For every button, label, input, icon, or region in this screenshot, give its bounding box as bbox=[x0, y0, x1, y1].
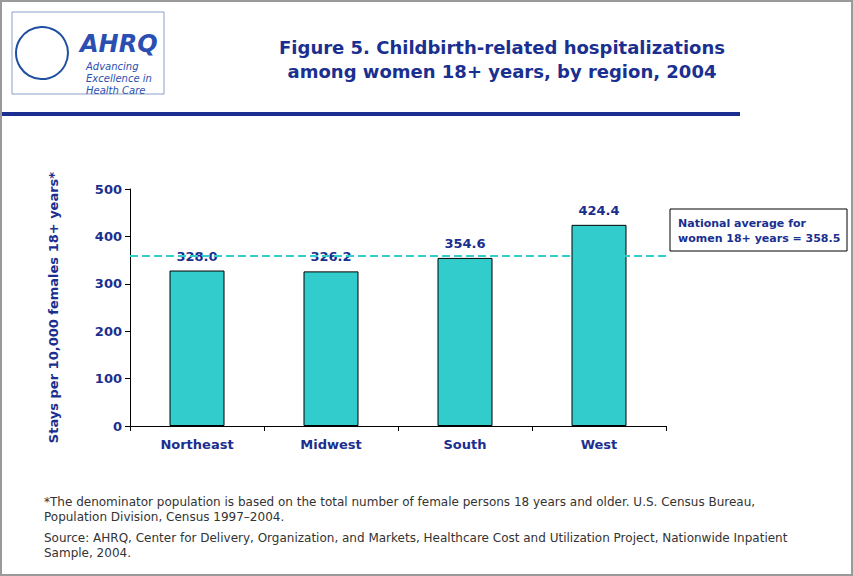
svg-text:West: West bbox=[581, 437, 618, 452]
svg-text:0: 0 bbox=[113, 419, 122, 434]
svg-text:women 18+ years = 358.5: women 18+ years = 358.5 bbox=[678, 232, 840, 245]
svg-text:Figure 5. Childbirth-related h: Figure 5. Childbirth-related hospitaliza… bbox=[279, 37, 725, 58]
svg-text:Northeast: Northeast bbox=[160, 437, 233, 452]
svg-text:354.6: 354.6 bbox=[444, 236, 485, 251]
svg-text:Source: AHRQ, Center for Deliv: Source: AHRQ, Center for Delivery, Organ… bbox=[44, 531, 791, 545]
svg-text:AHRQ: AHRQ bbox=[78, 30, 158, 58]
svg-text:Excellence in: Excellence in bbox=[86, 73, 152, 84]
svg-text:328.0: 328.0 bbox=[176, 248, 218, 264]
svg-text:200: 200 bbox=[95, 324, 122, 339]
svg-text:500: 500 bbox=[95, 182, 122, 197]
svg-text:Population Division, Census 19: Population Division, Census 1997–2004. bbox=[44, 510, 284, 524]
svg-text:Midwest: Midwest bbox=[300, 437, 361, 452]
svg-text:National average for: National average for bbox=[678, 217, 806, 230]
svg-text:South: South bbox=[443, 437, 486, 452]
svg-text:Stays per 10,000 females 18+ y: Stays per 10,000 females 18+ years* bbox=[46, 172, 61, 443]
svg-text:300: 300 bbox=[95, 276, 122, 291]
svg-text:100: 100 bbox=[95, 371, 122, 386]
svg-text:among women 18+ years, by regi: among women 18+ years, by region, 2004 bbox=[288, 61, 717, 82]
svg-text:Sample, 2004.: Sample, 2004. bbox=[44, 546, 131, 560]
svg-text:424.4: 424.4 bbox=[578, 203, 619, 218]
svg-text:326.2: 326.2 bbox=[310, 249, 352, 265]
svg-text:*The denominator population is: *The denominator population is based on … bbox=[44, 495, 759, 509]
svg-text:400: 400 bbox=[95, 229, 122, 244]
svg-text:Health Care: Health Care bbox=[86, 85, 145, 96]
svg-text:Advancing: Advancing bbox=[85, 61, 139, 72]
